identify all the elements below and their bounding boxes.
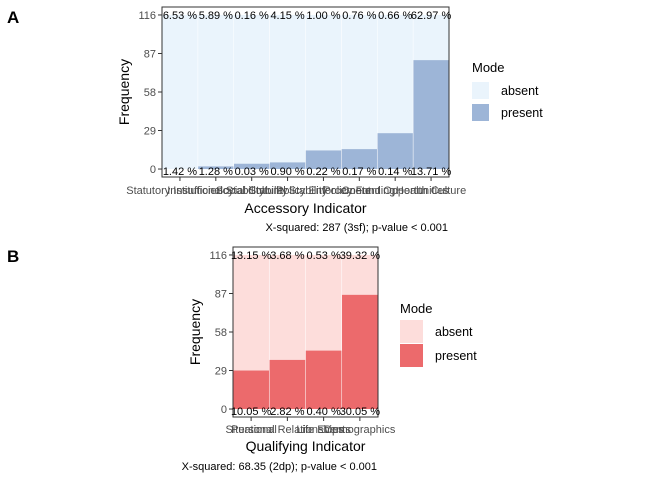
present-percent-label: 10.05 % <box>231 406 272 418</box>
x-tick-label: Cultural Stability <box>248 185 328 197</box>
present-percent-label: 30.05 % <box>340 406 381 418</box>
legend-swatch-present <box>472 104 489 121</box>
legend-title: Mode <box>472 60 505 75</box>
absent-percent-label: 4.15 % <box>270 10 304 22</box>
y-tick-label: 87 <box>144 48 156 60</box>
panel-tag: B <box>7 247 19 266</box>
bar-present <box>342 294 378 410</box>
y-tick-label: 29 <box>215 366 227 378</box>
absent-percent-label: 39.32 % <box>340 250 381 262</box>
x-tick-label: Social Stability <box>216 185 288 197</box>
absent-percent-label: 0.66 % <box>378 10 412 22</box>
test-caption: X-squared: 68.35 (2dp); p-value < 0.001 <box>182 461 377 473</box>
present-percent-label: 1.28 % <box>199 166 233 178</box>
bar-present <box>198 166 234 170</box>
legend-swatch-absent <box>400 320 423 343</box>
bar-present <box>233 370 269 410</box>
legend-label-absent: absent <box>435 325 473 339</box>
x-tick-label: Demographics <box>324 424 395 436</box>
absent-percent-label: 3.68 % <box>270 250 304 262</box>
y-tick-label: 29 <box>144 126 156 138</box>
present-percent-label: 0.14 % <box>378 166 412 178</box>
bars <box>162 14 449 170</box>
x-tick-label: Institutional Stability <box>167 185 265 197</box>
x-axis-title: Accessory Indicator <box>244 200 366 216</box>
x-tick-label: Statutory Insufficiency <box>126 185 234 197</box>
bar-present <box>269 359 306 410</box>
legend: Mode absent present <box>472 60 543 121</box>
legend-title: Mode <box>400 301 433 316</box>
x-tick-label: Policy Enforcement <box>276 185 371 197</box>
test-caption: X-squared: 287 (3sf); p-value < 0.001 <box>265 222 448 234</box>
absent-percent-label: 0.53 % <box>307 250 341 262</box>
absent-percent-label: 0.16 % <box>235 10 269 22</box>
present-percent-label: 13.71 % <box>411 166 452 178</box>
bar-absent <box>198 14 234 167</box>
y-axis-title: Frequency <box>187 299 203 365</box>
y-axis-title: Frequency <box>116 59 132 125</box>
bar-present <box>234 163 270 170</box>
bar-absent <box>377 14 413 134</box>
y-tick-label: 116 <box>138 10 156 22</box>
present-percent-label: 2.82 % <box>270 406 304 418</box>
absent-percent-label: 5.89 % <box>199 10 233 22</box>
present-percent-label: 0.17 % <box>342 166 376 178</box>
x-tick-label: Health Culture <box>396 185 466 197</box>
x-tick-label: Policy Funding <box>323 185 395 197</box>
y-tick-label: 58 <box>144 87 156 99</box>
present-percent-label: 1.42 % <box>163 166 197 178</box>
bar-absent <box>269 14 306 163</box>
legend-swatch-present <box>400 344 423 367</box>
x-tick-label: Life Events <box>296 424 351 436</box>
y-tick-label: 116 <box>209 250 227 262</box>
absent-percent-label: 0.76 % <box>342 10 376 22</box>
legend-swatch-absent <box>472 82 489 99</box>
y-tick-label: 0 <box>150 164 156 176</box>
bar-absent <box>305 14 342 151</box>
bar-absent <box>305 254 342 351</box>
bars <box>233 254 378 410</box>
bar-present <box>305 150 342 170</box>
y-tick-label: 87 <box>215 288 227 300</box>
bar-absent <box>162 14 198 170</box>
bar-present <box>377 133 413 170</box>
bar-absent <box>413 14 449 61</box>
bar-present <box>341 149 377 170</box>
bar-absent <box>233 254 269 371</box>
legend-label-absent: absent <box>501 84 539 98</box>
bar-absent <box>269 254 306 360</box>
bar-present <box>305 350 342 410</box>
panel-a: A 0 29 58 87 116 Statutory InsufficiencyInstit… <box>7 6 543 234</box>
absent-percent-label: 13.15 % <box>231 250 272 262</box>
bar-absent <box>341 14 377 150</box>
x-tick-label: Personal Relationships <box>231 424 344 436</box>
bar-absent <box>234 14 270 164</box>
legend-label-present: present <box>435 349 477 363</box>
bar-present <box>269 162 306 170</box>
bar-present <box>413 60 449 170</box>
present-percent-label: 0.90 % <box>270 166 304 178</box>
present-percent-label: 0.03 % <box>235 166 269 178</box>
x-tick-label: Content Opportunities <box>342 185 450 197</box>
y-tick-label: 58 <box>215 327 227 339</box>
panel-tag: A <box>7 8 19 27</box>
absent-percent-label: 62.97 % <box>411 10 452 22</box>
present-percent-label: 0.22 % <box>306 166 340 178</box>
legend-label-present: present <box>501 106 543 120</box>
absent-percent-label: 1.00 % <box>306 10 340 22</box>
absent-percent-label: 6.53 % <box>163 10 197 22</box>
present-percent-label: 0.40 % <box>307 406 341 418</box>
bar-absent <box>342 254 378 295</box>
y-tick-label: 0 <box>221 404 227 416</box>
x-tick-label: Situational <box>225 424 276 436</box>
x-axis-title: Qualifying Indicator <box>246 438 366 454</box>
